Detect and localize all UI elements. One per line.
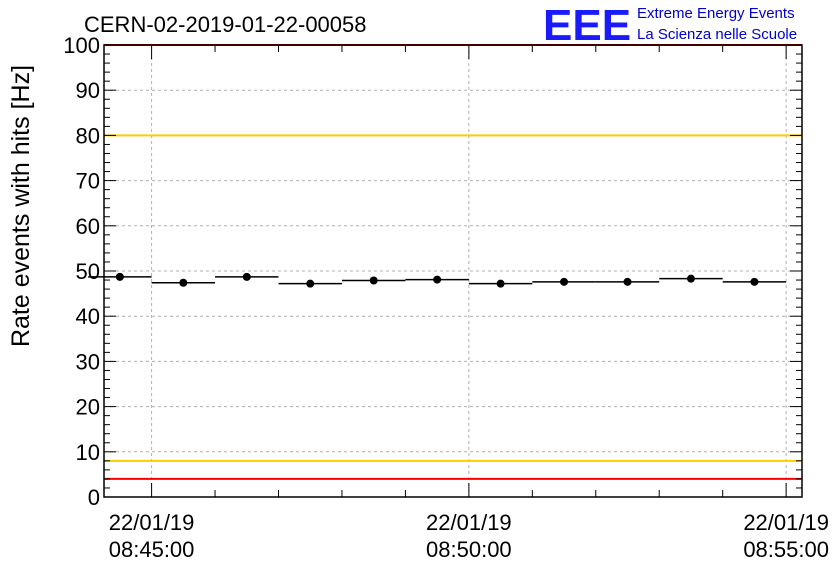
x-tick-label-time: 08:45:00 <box>109 537 195 562</box>
y-axis-label: Rate events with hits [Hz] <box>7 65 35 347</box>
data-point <box>496 279 505 288</box>
x-tick-label-date: 22/01/19 <box>743 510 829 535</box>
chart-title: CERN-02-2019-01-22-00058 <box>84 12 367 37</box>
axes <box>103 44 803 498</box>
data-series <box>88 272 787 288</box>
logo-line2: La Scienza nelle Scuole <box>637 26 797 43</box>
data-point <box>623 277 632 286</box>
data-point <box>369 276 378 285</box>
data-point <box>433 275 442 284</box>
y-tick-label: 70 <box>76 169 100 194</box>
reference-lines <box>104 44 802 480</box>
y-tick-label: 10 <box>76 440 100 465</box>
data-point <box>306 279 315 288</box>
y-tick-label: 20 <box>76 395 100 420</box>
x-tick-label-date: 22/01/19 <box>109 510 195 535</box>
y-tick-label: 80 <box>76 123 100 148</box>
logo-mark: EEE <box>543 1 631 50</box>
y-tick-label: 0 <box>88 485 100 510</box>
data-point <box>750 277 759 286</box>
x-tick-label-date: 22/01/19 <box>426 510 512 535</box>
y-tick-label: 40 <box>76 304 100 329</box>
x-tick-label-time: 08:50:00 <box>426 537 512 562</box>
data-point <box>115 272 124 281</box>
logo-line1: Extreme Energy Events <box>637 5 795 22</box>
data-point <box>179 278 188 287</box>
y-tick-label: 30 <box>76 349 100 374</box>
data-point <box>686 274 695 283</box>
tick-labels: 010203040506070809010022/01/1908:45:0022… <box>63 33 829 562</box>
y-tick-label: 90 <box>76 78 100 103</box>
eee-logo: EEE Extreme Energy Events La Scienza nel… <box>543 1 797 50</box>
grid <box>104 45 802 497</box>
y-tick-label: 50 <box>76 259 100 284</box>
data-point <box>242 272 251 281</box>
y-tick-label: 60 <box>76 214 100 239</box>
y-tick-label: 100 <box>63 33 100 58</box>
x-tick-label-time: 08:55:00 <box>743 537 829 562</box>
data-point <box>560 277 569 286</box>
